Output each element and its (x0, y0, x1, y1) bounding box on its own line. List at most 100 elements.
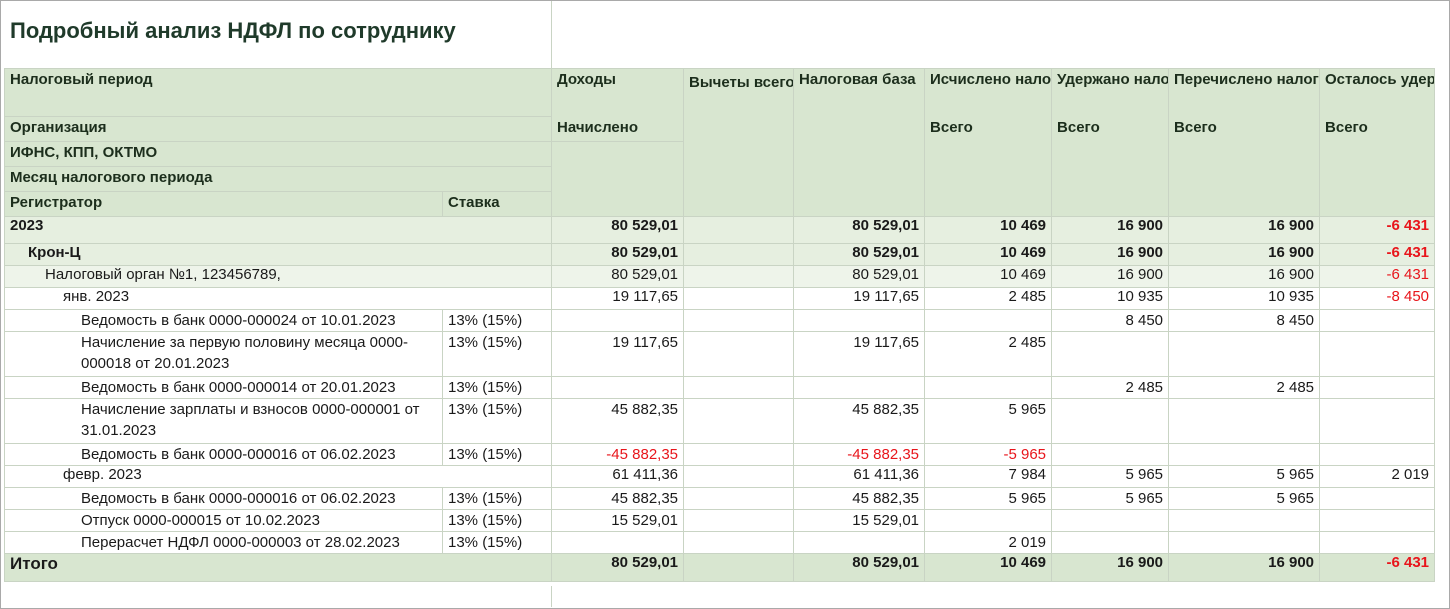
row-remaining (1319, 531, 1436, 554)
row-calculated (924, 376, 1053, 399)
row-withheld: 2 485 (1051, 376, 1170, 399)
report-body: 2023 80 529,01 80 529,01 10 469 16 900 16 900… (3, 216, 1436, 554)
row-label: Отпуск 0000-000015 от 10.02.2023 (4, 509, 443, 532)
table-row[interactable]: Ведомость в банк 0000-000016 от 06.02.20… (4, 443, 1436, 466)
total-base: 80 529,01 (793, 553, 926, 582)
row-base: 19 117,65 (793, 287, 926, 310)
header-transferred-sub: Всего (1174, 119, 1217, 136)
table-row[interactable]: Начисление зарплаты и взносов 0000-00000… (4, 398, 1436, 444)
row-withheld: 10 935 (1051, 287, 1170, 310)
row-transferred: 16 900 (1168, 265, 1321, 288)
row-income (551, 531, 685, 554)
header-calculated-label: Исчислено налога (930, 71, 1051, 88)
row-income (551, 376, 685, 399)
row-base (793, 531, 926, 554)
row-label: Начисление за первую половину месяца 000… (4, 331, 443, 377)
row-remaining (1319, 331, 1436, 377)
row-remaining (1319, 443, 1436, 466)
header-withheld-label: Удержано налога (1057, 71, 1168, 88)
row-income: 45 882,35 (551, 398, 685, 444)
row-deductions (683, 487, 795, 510)
row-withheld: 8 450 (1051, 309, 1170, 332)
row-transferred: 5 965 (1168, 487, 1321, 510)
row-deductions (683, 531, 795, 554)
row-remaining (1319, 487, 1436, 510)
header-deductions: Вычеты всего (683, 68, 795, 217)
row-base (793, 309, 926, 332)
row-calculated: 10 469 (924, 243, 1053, 266)
header-income: Доходы Начислено (551, 68, 685, 142)
row-label: Ведомость в банк 0000-000016 от 06.02.20… (4, 487, 443, 510)
row-label: Ведомость в банк 0000-000016 от 06.02.20… (4, 443, 443, 466)
table-row[interactable]: Налоговый орган №1, 123456789, 80 529,01 8… (3, 265, 1436, 288)
row-withheld (1051, 531, 1170, 554)
row-label: Крон-Ц (3, 243, 553, 266)
row-remaining: -6 431 (1319, 265, 1436, 288)
row-remaining (1319, 509, 1436, 532)
row-deductions (683, 265, 795, 288)
row-withheld (1051, 398, 1170, 444)
total-label: Итого (3, 553, 553, 582)
table-row[interactable]: Начисление за первую половину месяца 000… (4, 331, 1436, 377)
table-row[interactable]: февр. 2023 61 411,36 61 411,36 7 984 5 965 5 … (3, 465, 1436, 488)
row-base: 80 529,01 (793, 243, 926, 266)
table-row[interactable]: Ведомость в банк 0000-000014 от 20.01.20… (4, 376, 1436, 399)
row-rate: 13% (15%) (441, 309, 553, 332)
row-remaining: -8 450 (1319, 287, 1436, 310)
total-row: Итого 80 529,01 80 529,01 10 469 16 900 … (3, 553, 1436, 582)
table-row[interactable]: 2023 80 529,01 80 529,01 10 469 16 900 16 900… (3, 216, 1436, 244)
row-withheld: 5 965 (1051, 465, 1170, 488)
table-row[interactable]: Ведомость в банк 0000-000024 от 10.01.20… (4, 309, 1436, 332)
row-withheld: 16 900 (1051, 265, 1170, 288)
row-income: 19 117,65 (551, 287, 685, 310)
row-transferred: 5 965 (1168, 465, 1321, 488)
row-transferred: 2 485 (1168, 376, 1321, 399)
row-income: 45 882,35 (551, 487, 685, 510)
header-calculated: Исчислено налога Всего (924, 68, 1053, 217)
table-row[interactable]: янв. 2023 19 117,65 19 117,65 2 485 10 935 10… (3, 287, 1436, 310)
row-rate: 13% (15%) (441, 398, 553, 444)
row-remaining: 2 019 (1319, 465, 1436, 488)
header-income-fill (551, 141, 685, 217)
row-label: Ведомость в банк 0000-000014 от 20.01.20… (4, 376, 443, 399)
table-row[interactable]: Крон-Ц 80 529,01 80 529,01 10 469 16 900 16 9… (3, 243, 1436, 266)
row-remaining: -6 431 (1319, 243, 1436, 266)
header-org: Организация (3, 116, 553, 142)
row-label: Перерасчет НДФЛ 0000-000003 от 28.02.202… (4, 531, 443, 554)
row-income: 61 411,36 (551, 465, 685, 488)
row-withheld (1051, 331, 1170, 377)
header-registrar: Регистратор (4, 191, 443, 217)
row-withheld (1051, 443, 1170, 466)
header-rate: Ставка (441, 191, 553, 217)
table-row[interactable]: Отпуск 0000-000015 от 10.02.2023 13% (15%… (4, 509, 1436, 532)
row-base (793, 376, 926, 399)
row-label: Ведомость в банк 0000-000024 от 10.01.20… (4, 309, 443, 332)
row-deductions (683, 443, 795, 466)
row-income: 80 529,01 (551, 265, 685, 288)
row-calculated: 2 485 (924, 287, 1053, 310)
row-remaining (1319, 398, 1436, 444)
header-withheld-sub: Всего (1057, 119, 1100, 136)
row-deductions (683, 331, 795, 377)
row-rate: 13% (15%) (441, 331, 553, 377)
row-withheld: 16 900 (1051, 243, 1170, 266)
row-income: 19 117,65 (551, 331, 685, 377)
row-base: -45 882,35 (793, 443, 926, 466)
header-income-label: Доходы (557, 71, 616, 88)
header-transferred-label: Перечислено налога (1174, 71, 1320, 88)
row-calculated: 5 965 (924, 398, 1053, 444)
row-base: 80 529,01 (793, 216, 926, 244)
table-row[interactable]: Перерасчет НДФЛ 0000-000003 от 28.02.202… (4, 531, 1436, 554)
row-base: 45 882,35 (793, 487, 926, 510)
row-rate: 13% (15%) (441, 376, 553, 399)
row-label: янв. 2023 (3, 287, 553, 310)
bottom-divider (551, 586, 552, 607)
header-remaining-label: Осталось удержать (1325, 71, 1435, 88)
row-rate: 13% (15%) (441, 531, 553, 554)
row-base: 19 117,65 (793, 331, 926, 377)
row-label: 2023 (3, 216, 553, 244)
row-deductions (683, 465, 795, 488)
row-income (551, 309, 685, 332)
row-base: 80 529,01 (793, 265, 926, 288)
table-row[interactable]: Ведомость в банк 0000-000016 от 06.02.20… (4, 487, 1436, 510)
